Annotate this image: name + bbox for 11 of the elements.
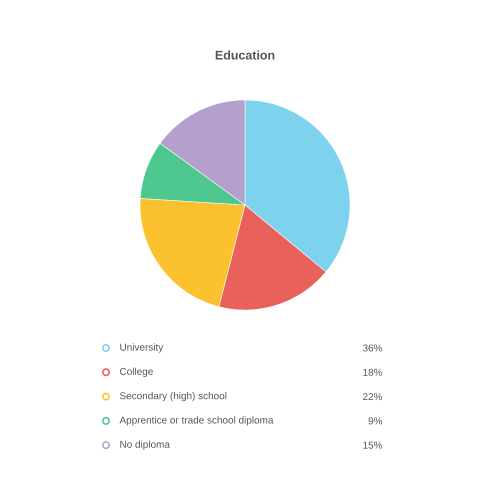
legend-label: No diploma xyxy=(120,440,170,450)
legend-label: College xyxy=(120,368,153,377)
legend-label: University xyxy=(120,343,164,353)
data-label: 9% xyxy=(368,417,382,424)
data-label: 22% xyxy=(363,393,382,400)
data-label: 18% xyxy=(363,368,382,376)
legend-label: Secondary (high) school xyxy=(120,392,226,402)
data-label: 36% xyxy=(362,344,382,352)
chart-title: Education xyxy=(216,50,274,60)
legend-label: Apprentice or trade school diploma xyxy=(120,416,274,426)
data-label: 15% xyxy=(363,442,382,449)
